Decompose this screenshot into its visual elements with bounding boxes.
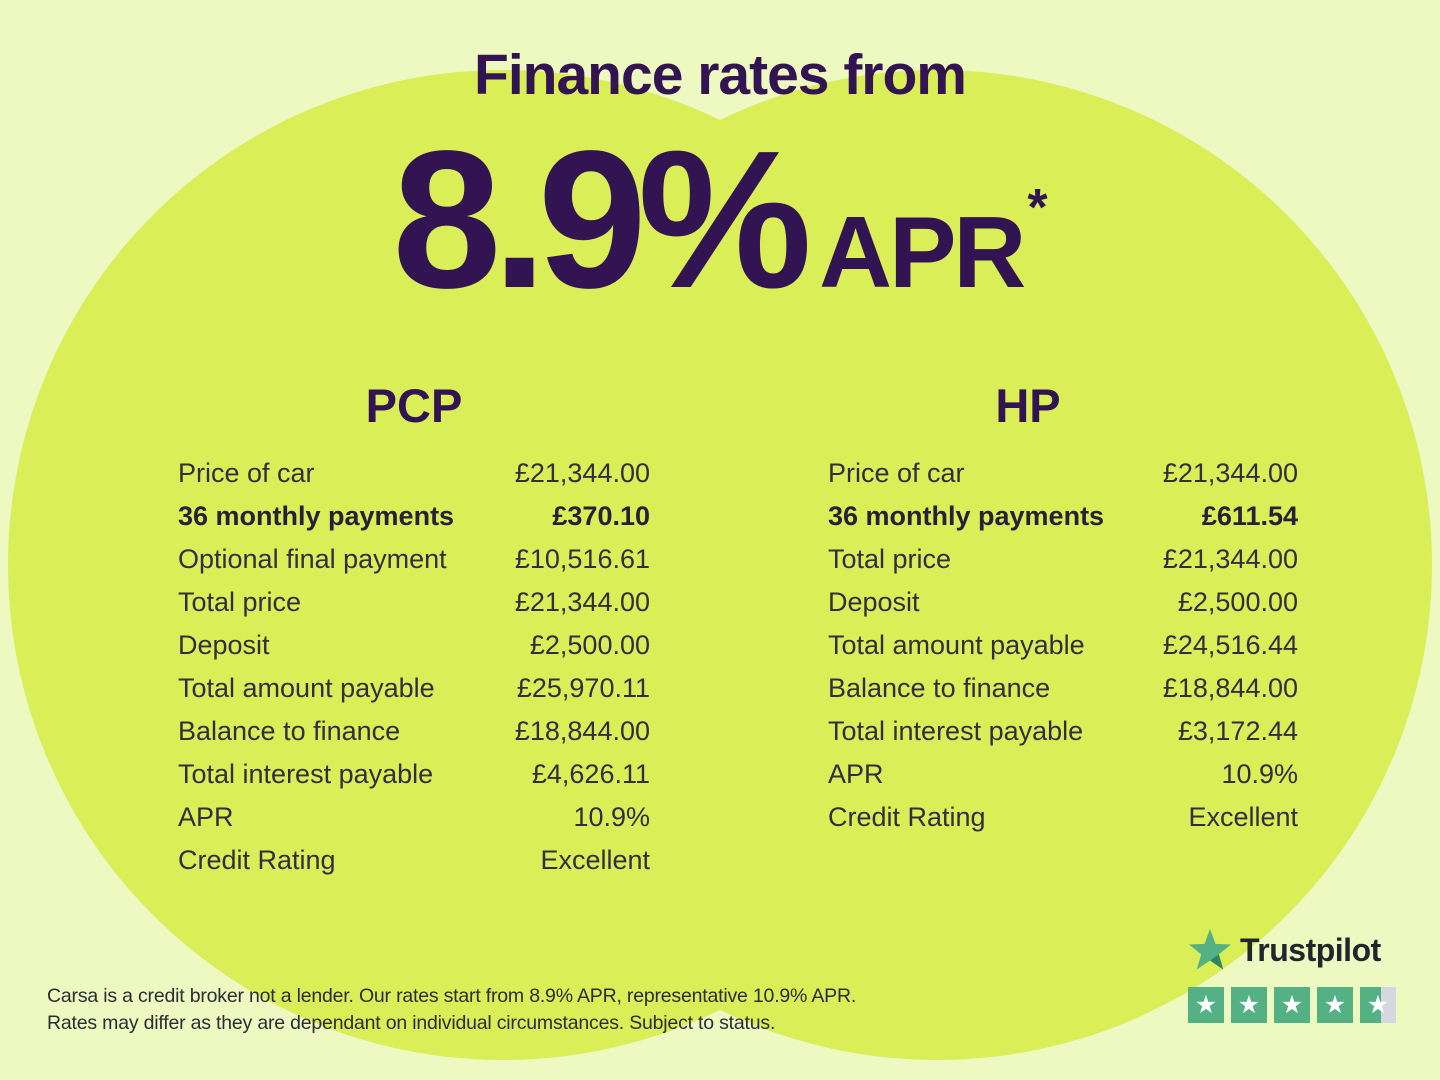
row-value: £10,516.61 xyxy=(514,544,650,574)
table-header-hp: HP xyxy=(995,379,1061,432)
star-icon: ★ xyxy=(1237,991,1261,1019)
star-icon: ★ xyxy=(1323,991,1347,1019)
row-value: £24,516.44 xyxy=(1162,630,1298,660)
row-label: Total interest payable xyxy=(178,759,434,789)
table-row: Optional final payment £10,516.61 xyxy=(178,538,650,581)
row-value: £21,344.00 xyxy=(1162,544,1298,574)
rate-value: 8.9% xyxy=(392,110,812,329)
row-value: £21,344.00 xyxy=(514,587,650,617)
row-label: Total amount payable xyxy=(828,630,1085,660)
row-label: 36 monthly payments xyxy=(178,501,455,531)
table-header-pcp: PCP xyxy=(365,379,463,432)
rate-footnote-marker: * xyxy=(1027,179,1048,237)
star-icon: ★ xyxy=(1194,991,1218,1019)
row-value: £18,844.00 xyxy=(514,716,650,746)
row-value: £25,970.11 xyxy=(516,673,650,703)
row-value: £611.54 xyxy=(1201,501,1298,531)
table-row: Total price £21,344.00 xyxy=(178,581,650,624)
row-value: £21,344.00 xyxy=(1162,458,1298,488)
row-value: £370.10 xyxy=(552,501,650,531)
table-row: Total amount payable £24,516.44 xyxy=(828,624,1298,667)
background-circle-right xyxy=(442,70,1432,1060)
rating-star-box: ★ xyxy=(1231,987,1267,1023)
trustpilot-logo: Trustpilot xyxy=(1188,929,1396,971)
disclaimer-line-1: Carsa is a credit broker not a lender. O… xyxy=(47,985,857,1007)
row-label: Optional final payment xyxy=(178,544,447,574)
table-row: Total interest payable £3,172.44 xyxy=(828,710,1298,753)
star-icon: ★ xyxy=(1366,991,1390,1019)
row-label: Credit Rating xyxy=(828,802,986,832)
table-row: 36 monthly payments £370.10 xyxy=(178,495,650,538)
table-row: Credit Rating Excellent xyxy=(178,839,650,882)
table-row: Deposit £2,500.00 xyxy=(178,624,650,667)
row-label: Deposit xyxy=(828,587,920,617)
row-value: £4,626.11 xyxy=(531,759,650,789)
table-row: Total price £21,344.00 xyxy=(828,538,1298,581)
row-value: £18,844.00 xyxy=(1162,673,1298,703)
row-value: Excellent xyxy=(540,845,650,875)
disclaimer: Carsa is a credit broker not a lender. O… xyxy=(47,983,856,1037)
rating-star-box-half: ★ xyxy=(1360,987,1396,1023)
hp-table: Price of car £21,344.00 36 monthly payme… xyxy=(828,452,1298,839)
row-label: Total price xyxy=(828,544,952,574)
row-value: 10.9% xyxy=(1221,759,1298,789)
pcp-table: Price of car £21,344.00 36 monthly payme… xyxy=(178,452,650,882)
table-row: Total amount payable £25,970.11 xyxy=(178,667,650,710)
row-label: Price of car xyxy=(178,458,315,488)
row-label: 36 monthly payments xyxy=(828,501,1105,531)
row-label: Total price xyxy=(178,587,302,617)
table-row: Price of car £21,344.00 xyxy=(828,452,1298,495)
rating-star-box: ★ xyxy=(1274,987,1310,1023)
row-label: APR xyxy=(828,759,884,789)
trustpilot-rating: ★ ★ ★ ★ ★ xyxy=(1188,987,1396,1023)
table-row: APR 10.9% xyxy=(178,796,650,839)
trustpilot-wordmark: Trustpilot xyxy=(1240,931,1381,968)
row-label: Credit Rating xyxy=(178,845,336,875)
table-row: 36 monthly payments £611.54 xyxy=(828,495,1298,538)
disclaimer-line-2: Rates may differ as they are dependant o… xyxy=(47,1012,776,1034)
headline-rate: 8.9% APR * xyxy=(0,122,1440,318)
rating-star-box: ★ xyxy=(1317,987,1353,1023)
table-row: Total interest payable £4,626.11 xyxy=(178,753,650,796)
star-icon: ★ xyxy=(1280,991,1304,1019)
row-value: £2,500.00 xyxy=(529,630,650,660)
row-label: Deposit xyxy=(178,630,270,660)
row-value: £21,344.00 xyxy=(514,458,650,488)
trustpilot-star-icon xyxy=(1189,929,1231,970)
row-label: APR xyxy=(178,802,234,832)
row-value: 10.9% xyxy=(573,802,650,832)
table-row: APR 10.9% xyxy=(828,753,1298,796)
rating-star-box: ★ xyxy=(1188,987,1224,1023)
row-value: £3,172.44 xyxy=(1177,716,1298,746)
row-value: Excellent xyxy=(1188,802,1298,832)
row-label: Price of car xyxy=(828,458,965,488)
table-row: Credit Rating Excellent xyxy=(828,796,1298,839)
table-row: Balance to finance £18,844.00 xyxy=(828,667,1298,710)
row-label: Balance to finance xyxy=(178,716,401,746)
row-label: Total amount payable xyxy=(178,673,435,703)
row-value: £2,500.00 xyxy=(1177,587,1298,617)
table-row: Price of car £21,344.00 xyxy=(178,452,650,495)
row-label: Balance to finance xyxy=(828,673,1051,703)
row-label: Total interest payable xyxy=(828,716,1084,746)
rate-unit: APR xyxy=(819,197,1026,309)
table-row: Deposit £2,500.00 xyxy=(828,581,1298,624)
table-row: Balance to finance £18,844.00 xyxy=(178,710,650,753)
trustpilot-badge: Trustpilot ★ ★ ★ ★ ★ xyxy=(1188,929,1396,1023)
page-title: Finance rates from xyxy=(474,43,967,107)
